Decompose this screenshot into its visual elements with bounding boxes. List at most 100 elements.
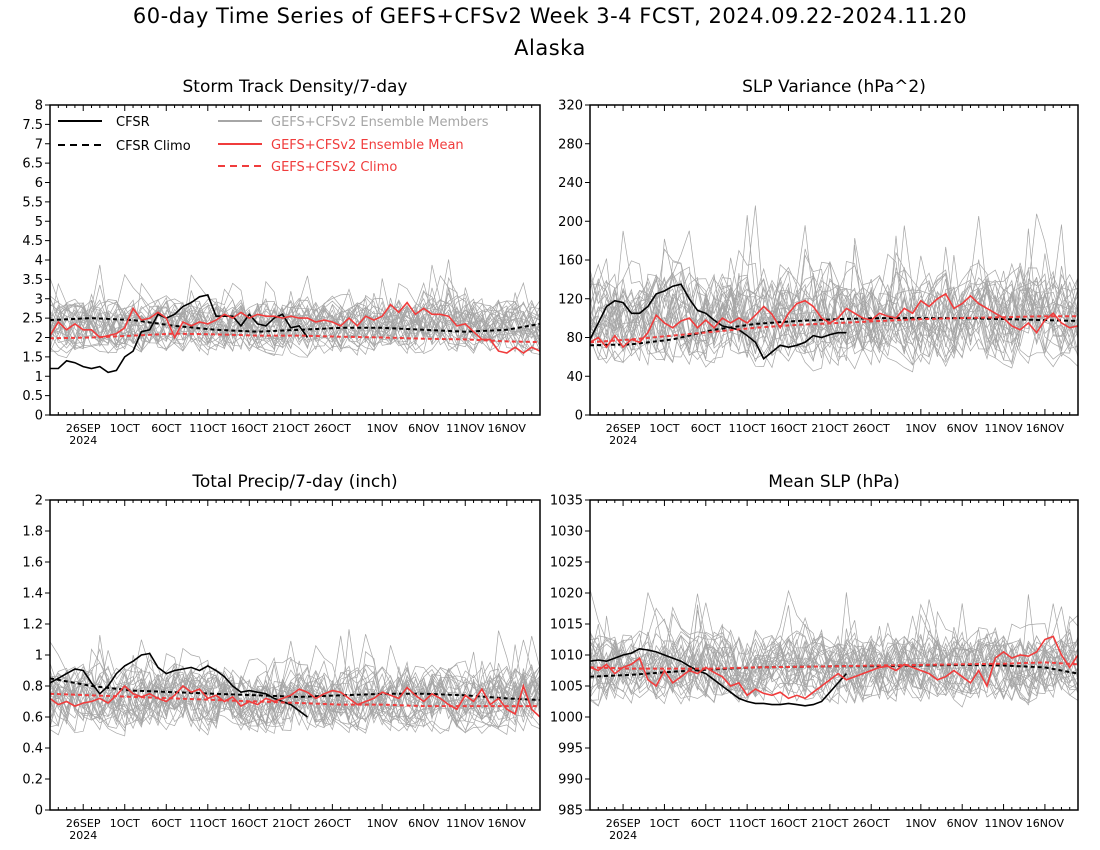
ensemble-member-line	[590, 228, 1078, 368]
ensemble-member-line	[590, 205, 1078, 368]
y-tick-label: 1035	[550, 494, 583, 509]
legend: CFSR CFSR Climo GEFS+CFSv2 Ensemble Memb…	[58, 115, 489, 175]
y-tick-label: 3	[35, 292, 43, 307]
panel-title: Total Precip/7-day (inch)	[191, 472, 397, 492]
y-tick-label: 200	[558, 215, 583, 230]
x-tick-label: 6NOV	[947, 422, 979, 435]
legend-label-members: GEFS+CFSv2 Ensemble Members	[271, 115, 489, 130]
y-tick-label: 1025	[550, 556, 583, 571]
legend-label-mean: GEFS+CFSv2 Ensemble Mean	[271, 138, 464, 153]
y-tick-label: 0	[35, 409, 43, 424]
x-tick-label: 26OCT	[853, 817, 890, 830]
ensemble-member-line	[590, 593, 1078, 702]
x-tick-label: 6NOV	[408, 422, 440, 435]
x-tick-label: 1OCT	[110, 817, 140, 830]
y-tick-label: 995	[558, 742, 583, 757]
ensemble-member-line	[590, 615, 1078, 700]
ensemble-member-line	[590, 642, 1078, 701]
ensemble-member-line	[50, 651, 540, 732]
plot-frame	[589, 104, 1079, 416]
x-tick-label: 11NOV	[984, 817, 1023, 830]
ensemble-member-line	[50, 639, 540, 735]
y-tick-label: 990	[558, 773, 583, 788]
x-tick-label: 26SEP	[66, 817, 101, 830]
x-tick-label: 16NOV	[488, 422, 527, 435]
y-tick-label: 0	[575, 409, 583, 424]
ensemble-member-line	[50, 278, 540, 358]
x-tick-label: 6OCT	[691, 817, 721, 830]
x-tick-label: 16NOV	[488, 817, 527, 830]
x-tick-label: 26SEP	[606, 422, 641, 435]
x-tick-label: 16OCT	[770, 422, 807, 435]
ensemble-member-line	[590, 268, 1078, 364]
y-tick-label: 240	[558, 176, 583, 191]
ensemble-member-line	[590, 230, 1078, 362]
x-tick-label: 11OCT	[729, 817, 766, 830]
y-tick-label: 0	[35, 804, 43, 819]
series-line-cfsr	[50, 652, 308, 718]
x-tick-label: 6OCT	[151, 817, 181, 830]
x-tick-label: 1NOV	[367, 422, 399, 435]
plot-area	[50, 259, 540, 374]
y-tick-label: 1.8	[22, 525, 43, 540]
ensemble-member-line	[50, 288, 540, 355]
ensemble-member-line	[590, 607, 1078, 705]
plot-area	[590, 205, 1078, 373]
ensemble-member-line	[590, 279, 1078, 360]
panel-title: Mean SLP (hPa)	[768, 472, 900, 492]
ensemble-member-line	[50, 294, 540, 352]
y-tick-label: 1	[35, 649, 43, 664]
plot-area	[590, 589, 1078, 708]
ensemble-member-line	[590, 610, 1078, 706]
y-tick-label: 3.5	[22, 273, 43, 288]
x-tick-label: 1OCT	[649, 817, 679, 830]
x-tick-label: 6NOV	[947, 817, 979, 830]
x-tick-label: 11NOV	[446, 422, 485, 435]
x-tick-label: 26OCT	[314, 422, 351, 435]
legend-label-model-climo: GEFS+CFSv2 Climo	[271, 160, 397, 175]
x-tick-label: 1OCT	[649, 422, 679, 435]
y-tick-label: 4.5	[22, 234, 43, 249]
y-tick-label: 1.4	[22, 587, 43, 602]
x-year-label: 2024	[609, 434, 637, 447]
x-tick-label: 6NOV	[408, 817, 440, 830]
figure-title: 60-day Time Series of GEFS+CFSv2 Week 3-…	[132, 4, 968, 28]
x-tick-label: 16OCT	[231, 422, 268, 435]
x-tick-label: 16OCT	[770, 817, 807, 830]
x-tick-label: 21OCT	[811, 817, 848, 830]
series-line-gefs-cfsv2-climo	[590, 661, 1078, 670]
ensemble-member-line	[590, 215, 1078, 362]
chart-panel-1: Storm Track Density/7-day 0 0.5 1 1.5 2 2.5 3 3.…	[22, 77, 541, 447]
ensemble-member-line	[590, 245, 1078, 363]
plot-frame	[49, 499, 541, 811]
ensemble-member-line	[50, 296, 540, 353]
ensemble-member-line	[50, 656, 540, 731]
x-tick-label: 1NOV	[905, 817, 937, 830]
x-tick-label: 1NOV	[367, 817, 399, 830]
x-tick-label: 26SEP	[66, 422, 101, 435]
ensemble-member-line	[50, 648, 540, 725]
ensemble-member-line	[590, 626, 1078, 704]
ensemble-member-line	[590, 279, 1078, 358]
chart-panel-4: Mean SLP (hPa) 985 990 995 1000 1005 1010 1015 1…	[550, 472, 1079, 842]
y-tick-label: 5.5	[22, 195, 43, 210]
chart-panel-3: Total Precip/7-day (inch)00.20.40.60.811…	[22, 472, 541, 842]
series-line-gefs-cfsv2-climo	[590, 315, 1078, 344]
ensemble-member-line	[590, 637, 1078, 701]
panel-title: SLP Variance (hPa^2)	[742, 77, 926, 97]
x-tick-label: 11NOV	[984, 422, 1023, 435]
y-tick-label: 0.2	[22, 773, 43, 788]
y-tick-label: 0.4	[22, 742, 43, 757]
x-tick-label: 26SEP	[606, 817, 641, 830]
y-tick-label: 1.2	[22, 618, 43, 633]
series-line-cfsr-climo	[50, 317, 540, 333]
y-tick-label: 1000	[550, 711, 583, 726]
ensemble-member-line	[590, 248, 1078, 369]
x-tick-label: 1NOV	[905, 422, 937, 435]
ensemble-member-line	[590, 261, 1078, 358]
panel-title: Storm Track Density/7-day	[183, 77, 408, 97]
series-line-gefs-cfsv2-climo	[50, 692, 540, 708]
ensemble-member-line	[590, 592, 1078, 707]
y-tick-label: 40	[566, 370, 583, 385]
